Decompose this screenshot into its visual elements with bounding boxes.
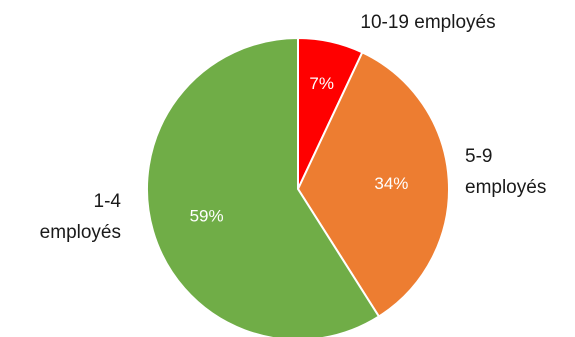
pie-percentage-label-0: 7%: [309, 74, 334, 93]
pie-category-label-1: 5-9 employés: [465, 146, 546, 198]
pie-percentage-label-1: 34%: [374, 174, 408, 193]
pie-slices: [146, 37, 450, 337]
pie-category-label-1-line-0: 5-9: [465, 146, 492, 167]
percentage-labels: 7% 34% 59%: [190, 74, 409, 226]
pie-category-label-1-line-1: employés: [465, 177, 546, 198]
pie-percentage-label-2: 59%: [190, 207, 224, 226]
category-labels: 10-19 employés 5-9 employés 1-4 employés: [40, 12, 547, 243]
pie-category-label-2-line-0: 1-4: [94, 191, 122, 212]
pie-slice-2: [146, 37, 380, 337]
pie-category-label-2-line-1: employés: [40, 222, 121, 243]
pie-category-label-0-line-0: 10-19 employés: [360, 12, 495, 33]
pie-slice-1: [297, 51, 450, 318]
pie-category-label-2: 1-4 employés: [40, 191, 122, 243]
pie-category-label-0: 10-19 employés: [360, 12, 495, 33]
